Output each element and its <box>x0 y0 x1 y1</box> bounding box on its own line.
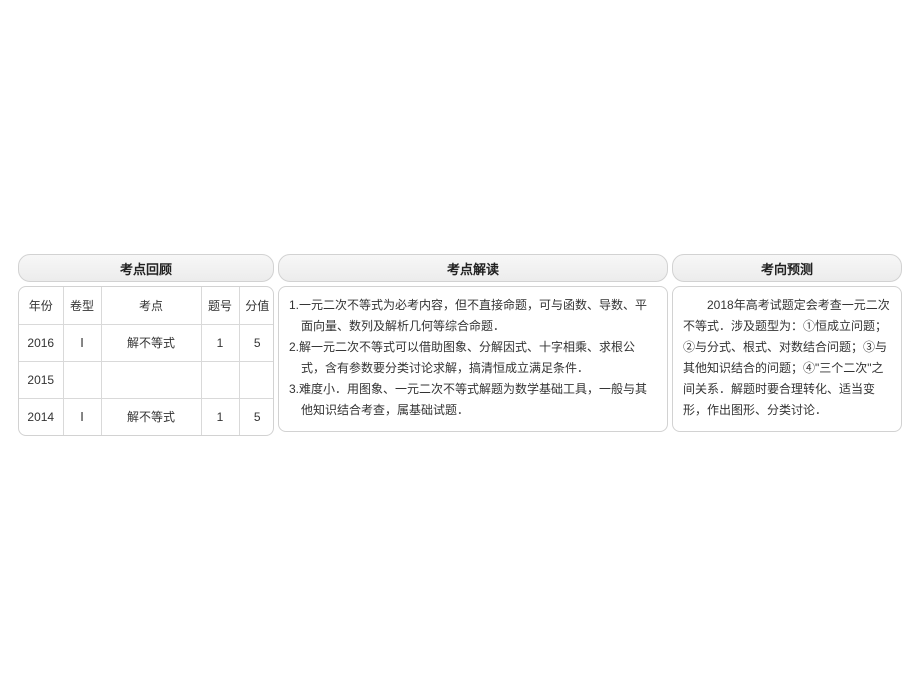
panel-review: 考点回顾 年份 卷型 考点 题号 分值 <box>18 254 274 436</box>
cell-score <box>239 361 274 398</box>
cell-year: 2016 <box>19 324 63 361</box>
table-row: 2014 Ⅰ 解不等式 1 5 <box>19 398 274 435</box>
predict-paragraph: 2018年高考试题定会考查一元二次不等式．涉及题型为：①恒成立问题；②与分式、根… <box>683 295 891 421</box>
cell-topic <box>101 361 201 398</box>
interpret-body: 1.一元二次不等式为必考内容，但不直接命题，可与函数、导数、平面向量、数列及解析… <box>278 286 668 432</box>
interpret-item: 3.难度小．用图象、一元二次不等式解题为数学基础工具，一般与其他知识结合考查，属… <box>289 379 657 421</box>
interpret-item: 1.一元二次不等式为必考内容，但不直接命题，可与函数、导数、平面向量、数列及解析… <box>289 295 657 337</box>
panel-predict: 考向预测 2018年高考试题定会考查一元二次不等式．涉及题型为：①恒成立问题；②… <box>672 254 902 436</box>
cell-topic: 解不等式 <box>101 324 201 361</box>
cell-topic: 解不等式 <box>101 398 201 435</box>
predict-text: 2018年高考试题定会考查一元二次不等式．涉及题型为：①恒成立问题；②与分式、根… <box>673 287 901 431</box>
header-review-label: 考点回顾 <box>120 259 172 278</box>
header-review: 考点回顾 <box>18 254 274 282</box>
th-score: 分值 <box>239 287 274 324</box>
table-header-row: 年份 卷型 考点 题号 分值 <box>19 287 274 324</box>
header-interpret-label: 考点解读 <box>447 259 499 278</box>
interpret-item: 2.解一元二次不等式可以借助图象、分解因式、十字相乘、求根公式，含有参数要分类讨… <box>289 337 657 379</box>
interpret-text: 1.一元二次不等式为必考内容，但不直接命题，可与函数、导数、平面向量、数列及解析… <box>279 287 667 431</box>
cell-qno <box>201 361 239 398</box>
cell-qno: 1 <box>201 324 239 361</box>
th-topic: 考点 <box>101 287 201 324</box>
page: 考点回顾 年份 卷型 考点 题号 分值 <box>0 0 920 690</box>
cell-paper: Ⅰ <box>63 398 101 435</box>
cell-paper: Ⅰ <box>63 324 101 361</box>
cell-paper <box>63 361 101 398</box>
header-interpret: 考点解读 <box>278 254 668 282</box>
review-table: 年份 卷型 考点 题号 分值 2016 Ⅰ 解不等式 1 5 2015 <box>19 287 274 435</box>
panel-interpret: 考点解读 1.一元二次不等式为必考内容，但不直接命题，可与函数、导数、平面向量、… <box>278 254 668 436</box>
review-body: 年份 卷型 考点 题号 分值 2016 Ⅰ 解不等式 1 5 2015 <box>18 286 274 436</box>
cell-score: 5 <box>239 398 274 435</box>
cell-score: 5 <box>239 324 274 361</box>
th-paper: 卷型 <box>63 287 101 324</box>
cell-year: 2014 <box>19 398 63 435</box>
columns-row: 考点回顾 年份 卷型 考点 题号 分值 <box>18 254 902 436</box>
table-row: 2016 Ⅰ 解不等式 1 5 <box>19 324 274 361</box>
header-predict: 考向预测 <box>672 254 902 282</box>
table-row: 2015 <box>19 361 274 398</box>
predict-body: 2018年高考试题定会考查一元二次不等式．涉及题型为：①恒成立问题；②与分式、根… <box>672 286 902 432</box>
cell-year: 2015 <box>19 361 63 398</box>
cell-qno: 1 <box>201 398 239 435</box>
th-qno: 题号 <box>201 287 239 324</box>
th-year: 年份 <box>19 287 63 324</box>
header-predict-label: 考向预测 <box>761 259 813 278</box>
